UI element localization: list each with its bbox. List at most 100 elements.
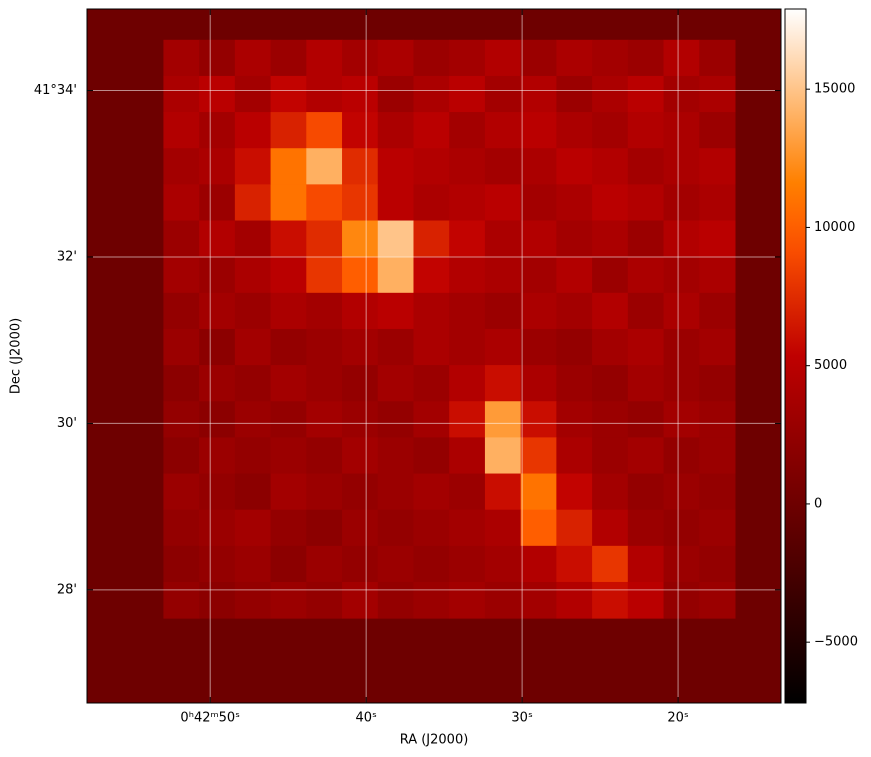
pixel (163, 401, 200, 438)
pixel (342, 581, 379, 619)
pixel (163, 148, 200, 185)
pixel (234, 75, 272, 113)
pixel (377, 75, 414, 113)
pixel (699, 581, 736, 619)
pixel (663, 581, 700, 619)
pixel (520, 545, 557, 583)
pixel (449, 365, 486, 402)
pixel (234, 39, 272, 77)
pixel (377, 437, 414, 475)
pixel (663, 473, 700, 511)
pixel (592, 473, 629, 511)
pixel (413, 39, 450, 77)
pixel (306, 581, 343, 619)
pixel (520, 292, 557, 330)
pixel (199, 292, 236, 330)
pixel (592, 39, 629, 77)
pixel (306, 473, 343, 511)
pixel (699, 292, 736, 330)
pixel (270, 184, 307, 222)
pixel (484, 292, 522, 330)
pixel (627, 437, 665, 475)
pixel (270, 256, 307, 294)
pixel (556, 365, 593, 402)
pixel (163, 39, 200, 77)
pixel (199, 401, 236, 438)
pixel (163, 184, 200, 222)
pixel (377, 328, 414, 366)
pixel (342, 220, 379, 258)
pixel (342, 401, 379, 438)
pixel (413, 256, 450, 294)
pixel (270, 545, 307, 583)
pixel (592, 292, 629, 330)
pixel (520, 256, 557, 294)
pixel (449, 581, 486, 619)
pixel (627, 39, 665, 77)
pixel (556, 184, 593, 222)
pixel (306, 545, 343, 583)
pixel (663, 437, 700, 475)
x-tick-label: 0ʰ42ᵐ50ˢ (180, 711, 240, 726)
pixel (413, 184, 450, 222)
pixel (342, 39, 379, 77)
pixel (234, 401, 272, 438)
y-axis-label: Dec (J2000) (9, 318, 24, 394)
pixel (484, 473, 522, 511)
pixel (270, 39, 307, 77)
pixel (306, 75, 343, 113)
pixel (699, 256, 736, 294)
colorbar-tick-label: 15000 (814, 82, 855, 97)
pixel (484, 509, 522, 547)
pixel (663, 365, 700, 402)
pixel (342, 184, 379, 222)
pixel (699, 437, 736, 475)
pixel (556, 545, 593, 583)
pixel (520, 365, 557, 402)
pixel (270, 509, 307, 547)
pixel (199, 220, 236, 258)
pixel (592, 220, 629, 258)
pixel (306, 509, 343, 547)
pixel (449, 401, 486, 438)
colorbar-tick-label: −5000 (814, 635, 858, 650)
pixel (199, 328, 236, 366)
pixel (699, 328, 736, 366)
pixel (699, 220, 736, 258)
pixel (484, 365, 522, 402)
pixel (449, 184, 486, 222)
pixel (699, 39, 736, 77)
pixel (592, 545, 629, 583)
pixel (556, 292, 593, 330)
pixel (270, 473, 307, 511)
pixel (306, 401, 343, 438)
pixel (413, 509, 450, 547)
pixel (234, 473, 272, 511)
pixel (377, 148, 414, 185)
pixel (413, 220, 450, 258)
pixel (449, 509, 486, 547)
x-tick-label: 40ˢ (355, 711, 377, 726)
pixel (163, 328, 200, 366)
pixel (556, 112, 593, 149)
pixel (163, 365, 200, 402)
pixel (199, 365, 236, 402)
pixel (699, 473, 736, 511)
pixel (163, 75, 200, 113)
pixel (234, 256, 272, 294)
pixel (199, 39, 236, 77)
pixel (592, 509, 629, 547)
pixel (592, 365, 629, 402)
pixel (520, 328, 557, 366)
pixel (699, 365, 736, 402)
pixel (342, 365, 379, 402)
pixel (413, 545, 450, 583)
pixel (520, 581, 557, 619)
pixel (520, 112, 557, 149)
pixel (199, 148, 236, 185)
pixel (413, 112, 450, 149)
pixel (663, 401, 700, 438)
pixel (413, 473, 450, 511)
pixel (627, 328, 665, 366)
pixel (592, 148, 629, 185)
